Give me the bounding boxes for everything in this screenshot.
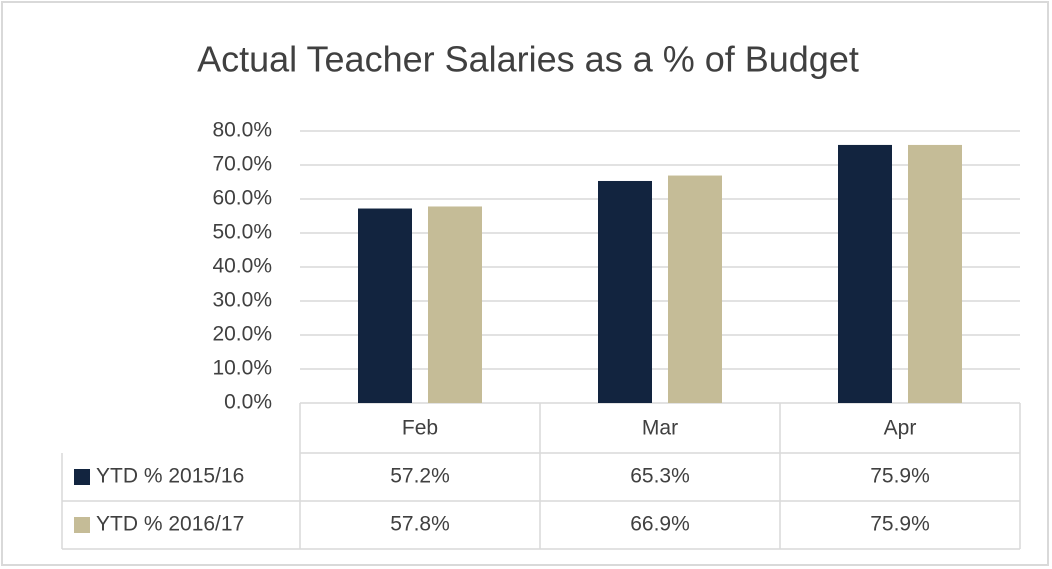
x-tick-label: Apr bbox=[884, 417, 917, 440]
y-tick-label: 60.0% bbox=[212, 187, 272, 210]
legend-label: YTD % 2015/16 bbox=[96, 465, 244, 488]
x-tick-label: Mar bbox=[642, 417, 678, 440]
y-tick-label: 40.0% bbox=[212, 255, 272, 278]
bar bbox=[358, 208, 412, 403]
table-value: 75.9% bbox=[870, 513, 930, 536]
y-tick-label: 70.0% bbox=[212, 153, 272, 176]
y-tick-label: 20.0% bbox=[212, 323, 272, 346]
bar bbox=[428, 206, 482, 403]
bar bbox=[908, 144, 962, 403]
legend-key bbox=[74, 517, 90, 533]
table-value: 57.8% bbox=[390, 513, 450, 536]
bar bbox=[838, 144, 892, 403]
bar bbox=[668, 175, 722, 403]
table-value: 65.3% bbox=[630, 465, 690, 488]
y-tick-label: 0.0% bbox=[224, 391, 272, 414]
table-value: 75.9% bbox=[870, 465, 930, 488]
y-tick-label: 10.0% bbox=[212, 357, 272, 380]
table-value: 57.2% bbox=[390, 465, 450, 488]
y-tick-label: 30.0% bbox=[212, 289, 272, 312]
y-tick-label: 50.0% bbox=[212, 221, 272, 244]
legend-key bbox=[74, 469, 90, 485]
bar bbox=[598, 180, 652, 403]
table-value: 66.9% bbox=[630, 513, 690, 536]
y-tick-label: 80.0% bbox=[212, 119, 272, 142]
x-tick-label: Feb bbox=[402, 417, 438, 440]
legend-label: YTD % 2016/17 bbox=[96, 513, 244, 536]
chart-title: Actual Teacher Salaries as a % of Budget bbox=[197, 39, 859, 80]
